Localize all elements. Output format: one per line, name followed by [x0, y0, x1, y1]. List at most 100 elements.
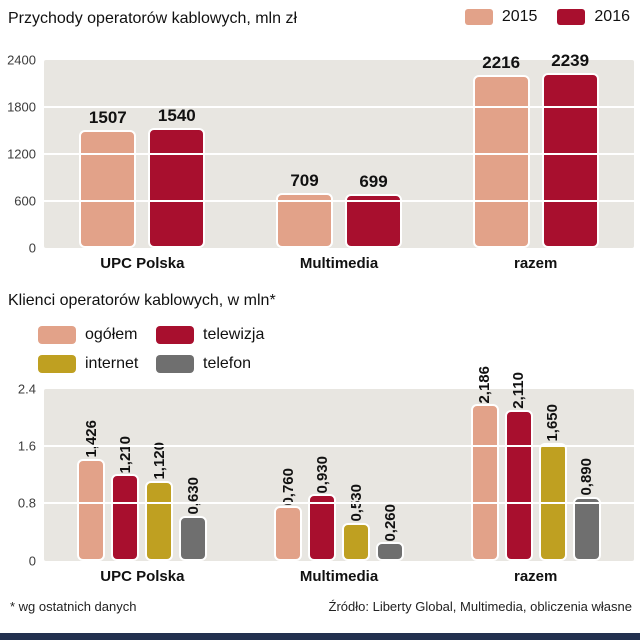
legend-swatch — [156, 325, 194, 344]
bar-internet: 1,650 — [538, 404, 567, 561]
bar-value-label: 699 — [359, 171, 388, 191]
clients-plot-row: 0 0.8 1.6 2.4 1,426 1,210 1,120 0,630 0,760 0,93… — [8, 366, 634, 567]
bar-value-label-wrap: 0,260 — [356, 504, 424, 542]
bottom-accent-bar — [0, 633, 640, 640]
bar-telewizja: 1,210 — [111, 436, 140, 561]
y-tick-label: 1800 — [7, 99, 36, 115]
bar-value-label-wrap: 1507 — [39, 108, 176, 128]
bar-ogółem: 1,426 — [77, 420, 106, 561]
bar-value-label: 2239 — [551, 51, 590, 71]
category-label: UPC Polska — [100, 255, 185, 273]
bar-value-label-wrap: 0,630 — [159, 477, 227, 515]
bar-telefon: 0,890 — [572, 458, 601, 561]
bar-value-label-wrap: 1540 — [108, 106, 245, 126]
bar-value-label: 0,630 — [184, 477, 202, 515]
footnote: * wg ostatnich danych — [10, 598, 137, 614]
bar-telefon: 0,260 — [376, 504, 404, 561]
bar-value-label-wrap: 2239 — [502, 51, 639, 71]
revenue-plot-row: 0 600 1200 1800 2400 1507 1540 709 699 2216 2239 — [7, 51, 634, 255]
bar-group: 2,186 2,110 1,650 0,890 — [437, 366, 634, 561]
bar-telewizja: 0,930 — [308, 456, 336, 561]
legend-item-telefon: telefon — [156, 354, 264, 373]
legend-label: ogółem — [85, 325, 138, 343]
bar-value-label-wrap: 1,650 — [519, 404, 587, 442]
revenue-chart-title: Przychody operatorów kablowych, mln zł — [8, 10, 298, 27]
revenue-chart-header: Przychody operatorów kablowych, mln zł 2… — [8, 8, 634, 30]
category-label: razem — [514, 255, 558, 273]
legend-item-ogółem: ogółem — [38, 325, 156, 344]
bar-value-label: 1,120 — [150, 441, 168, 480]
legend-swatch — [464, 9, 493, 25]
legend-item-telewizja: telewizja — [156, 325, 265, 344]
bar-value-label: 1507 — [88, 108, 127, 128]
y-tick-label: 1200 — [7, 146, 36, 162]
clients-chart-legend: ogółem telewizja internet telefon — [38, 325, 265, 373]
bar-value-label: 0,260 — [381, 503, 399, 542]
bar-value-label-wrap: 1,120 — [125, 442, 193, 480]
y-tick-label: 0 — [28, 240, 36, 256]
legend-label: telefon — [203, 354, 252, 372]
y-tick-label: 0 — [28, 553, 36, 569]
y-tick-label: 1.6 — [17, 438, 36, 454]
clients-x-axis: UPC Polska Multimedia razem — [44, 561, 634, 585]
category-label: Multimedia — [299, 255, 379, 273]
legend-item-internet: internet — [38, 354, 156, 373]
legend-swatch — [38, 354, 76, 373]
bar-2016: 699 — [345, 172, 402, 249]
revenue-chart: Przychody operatorów kablowych, mln zł 2… — [7, 8, 634, 272]
legend-label: internet — [85, 354, 139, 372]
legend-swatch — [557, 9, 586, 25]
clients-chart-title: Klienci operatorów kablowych, w mln* — [8, 292, 276, 310]
revenue-chart-legend: 2015 2016 — [464, 8, 630, 26]
bar-2015: 2216 — [472, 53, 530, 249]
bar-value-label-wrap: 709 — [236, 171, 373, 191]
bar-ogółem: 0,760 — [274, 468, 302, 561]
bar-value-label: 0,890 — [578, 458, 596, 496]
gridline — [44, 445, 634, 448]
legend-label: 2015 — [501, 8, 538, 25]
bar-value-label: 2216 — [482, 52, 521, 72]
bar-internet: 1,120 — [145, 442, 174, 561]
bar-2015: 1507 — [79, 108, 137, 249]
bar-group: 709 699 — [241, 60, 438, 249]
revenue-y-axis: 0 600 1200 1800 2400 — [7, 54, 44, 255]
source-note: Źródło: Liberty Global, Multimedia, obli… — [328, 598, 632, 614]
y-tick-label: 600 — [14, 193, 36, 209]
y-tick-label: 2.4 — [17, 381, 36, 397]
bar-value-label: 1540 — [157, 105, 196, 125]
bar-value-label: 709 — [290, 170, 319, 190]
bar-ogółem: 2,186 — [470, 366, 499, 561]
bar-2016: 2239 — [541, 51, 599, 249]
bar-value-label-wrap: 2216 — [433, 53, 570, 73]
y-tick-label: 2400 — [7, 52, 36, 68]
legend-label: 2016 — [594, 8, 630, 25]
category-label: Multimedia — [299, 567, 379, 585]
legend-item-2015: 2015 — [464, 8, 538, 26]
bar-internet: 0,530 — [342, 484, 370, 561]
bar-value-label: 1,650 — [544, 403, 562, 442]
gridline — [44, 502, 634, 505]
bar-group: 1,426 1,210 1,120 0,630 — [44, 389, 241, 561]
revenue-x-axis: UPC Polska Multimedia razem — [44, 248, 634, 272]
y-tick-label: 0.8 — [17, 495, 36, 511]
gridline — [44, 106, 634, 109]
bar-2016: 1540 — [148, 106, 206, 249]
legend-swatch — [38, 325, 76, 344]
category-label: razem — [514, 567, 558, 585]
bar-group: 1507 1540 — [44, 60, 241, 249]
bar-group: 2216 2239 — [437, 51, 634, 249]
legend-item-2016: 2016 — [557, 8, 630, 26]
bar-value-label-wrap: 699 — [305, 172, 442, 192]
bar-value-label-wrap: 0,890 — [553, 458, 621, 496]
category-label: UPC Polska — [100, 567, 185, 585]
revenue-plot-area: 1507 1540 709 699 2216 2239 — [44, 51, 634, 249]
bar-telefon: 0,630 — [179, 477, 208, 561]
legend-swatch — [156, 354, 194, 373]
revenue-bar-groups: 1507 1540 709 699 2216 2239 — [44, 51, 634, 249]
clients-chart: Klienci operatorów kablowych, w mln* ogó… — [8, 290, 634, 585]
legend-label: telewizja — [203, 325, 265, 343]
